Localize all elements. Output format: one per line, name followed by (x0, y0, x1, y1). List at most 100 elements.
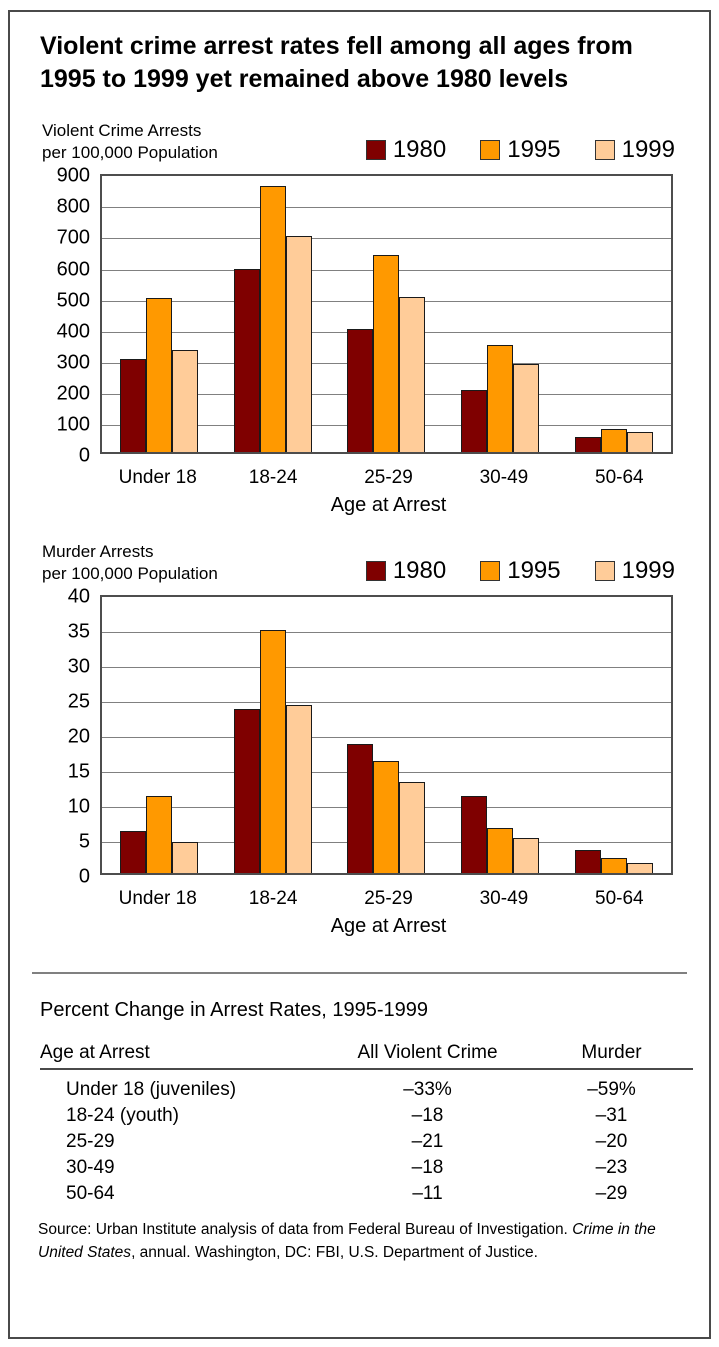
table-row: 50-64 –11 –29 (40, 1181, 679, 1207)
legend-label-1995: 1995 (507, 136, 561, 164)
bar-group-30-49 (443, 344, 557, 453)
bar-1980-under-18 (119, 831, 146, 874)
violent-crime-chart: Violent Crime Arrests per 100,000 Populat… (10, 120, 709, 517)
x-tick-50-64: 50-64 (595, 467, 644, 489)
bar-1999-under-18 (171, 841, 198, 874)
bar-group-50-64 (557, 850, 671, 874)
source-note: Source: Urban Institute analysis of data… (10, 1207, 709, 1264)
bar-1995-25-29 (373, 254, 400, 453)
bar-group-18-24 (216, 186, 330, 453)
table-cell-violent-0: –33% (403, 1079, 452, 1101)
y-axis-labels: 40 35 30 25 20 15 10 5 0 (42, 586, 100, 888)
x-axis-labels: Under 18 18-24 25-29 30-49 50-64 (100, 467, 677, 489)
table-cell-violent-3: –18 (411, 1157, 444, 1179)
y-tick-30: 30 (67, 655, 90, 678)
chart-subtitle-line-2: per 100,000 Population (42, 564, 218, 584)
table-cell-violent-1: –18 (411, 1105, 444, 1127)
y-tick-300: 300 (56, 351, 90, 374)
murder-chart: Murder Arrests per 100,000 Population 1980… (10, 541, 709, 938)
x-axis-title: Age at Arrest (330, 494, 447, 517)
bar-1995-30-49 (487, 344, 514, 453)
x-tick-25-29: 25-29 (364, 888, 413, 910)
legend-item-1995: 1995 (480, 136, 561, 164)
bar-group-25-29 (330, 743, 444, 874)
bar-1999-25-29 (399, 296, 426, 453)
y-tick-40: 40 (67, 585, 90, 608)
plot-row: 40 35 30 25 20 15 10 5 0 (42, 586, 709, 888)
table-cell-murder-1: –31 (595, 1105, 628, 1127)
bar-1980-30-49 (461, 796, 488, 874)
x-tick-under-18: Under 18 (118, 888, 197, 910)
legend-label-1980: 1980 (392, 557, 447, 585)
table-row: 30-49 –18 –23 (40, 1155, 679, 1181)
bar-1999-30-49 (513, 838, 540, 874)
bar-1995-under-18 (145, 796, 172, 874)
table-cell-age-4: 50-64 (66, 1183, 115, 1205)
table-cell-murder-0: –59% (587, 1079, 636, 1101)
table-body: Under 18 (juveniles) –33% –59% 18-24 (youth… (40, 1077, 679, 1207)
bar-1999-18-24 (285, 235, 312, 453)
y-tick-5: 5 (78, 830, 90, 853)
chart-subtitle-line-1: Murder Arrests (42, 542, 154, 562)
table-header: Age at Arrest All Violent Crime Murder (40, 1042, 693, 1071)
chart-subtitle-line-1: Violent Crime Arrests (42, 121, 202, 140)
x-tick-50-64: 50-64 (595, 888, 644, 910)
legend-label-1995: 1995 (507, 557, 561, 585)
bar-1999-30-49 (513, 363, 540, 453)
bar-1995-50-64 (601, 428, 628, 453)
chart-subtitle: Violent Crime Arrests per 100,000 Populat… (42, 120, 218, 164)
bar-group-30-49 (443, 796, 557, 874)
chart-header: Violent Crime Arrests per 100,000 Populat… (42, 120, 709, 164)
gridline-700 (102, 238, 671, 240)
y-tick-900: 900 (56, 164, 90, 187)
bar-1980-25-29 (347, 329, 374, 453)
y-tick-15: 15 (67, 760, 90, 783)
gridline-30 (102, 667, 671, 669)
percent-change-table-section: Percent Change in Arrest Rates, 1995-199… (10, 999, 709, 1207)
legend-swatch-1980 (365, 140, 386, 161)
plot-area (100, 174, 673, 455)
table-cell-violent-2: –21 (411, 1131, 444, 1153)
bar-group-under-18 (102, 298, 216, 453)
legend-item-1999: 1999 (594, 136, 675, 164)
legend-item-1999: 1999 (594, 557, 675, 585)
bars-layer (102, 176, 671, 453)
y-tick-600: 600 (56, 258, 90, 281)
bar-group-25-29 (330, 254, 444, 453)
bar-1995-50-64 (601, 857, 628, 874)
x-tick-18-24: 18-24 (248, 467, 298, 489)
table-title: Percent Change in Arrest Rates, 1995-199… (40, 999, 429, 1022)
bar-1999-50-64 (627, 431, 654, 453)
chart-header: Murder Arrests per 100,000 Population 1980… (42, 541, 709, 585)
x-tick-18-24: 18-24 (248, 888, 298, 910)
legend-swatch-1999 (594, 140, 615, 161)
table-cell-murder-4: –29 (595, 1183, 628, 1205)
gridline-800 (102, 207, 671, 209)
figure-title: Violent crime arrest rates fell among al… (10, 12, 709, 96)
table-row: 25-29 –21 –20 (40, 1129, 679, 1155)
y-tick-0: 0 (78, 444, 90, 467)
bars-layer (102, 597, 671, 874)
bar-1980-18-24 (233, 708, 260, 874)
x-axis-title: Age at Arrest (330, 915, 447, 938)
table-cell-violent-4: –11 (412, 1183, 443, 1205)
section-divider (32, 972, 687, 975)
legend-swatch-1995 (480, 140, 501, 161)
legend-item-1980: 1980 (365, 136, 446, 164)
bar-1980-18-24 (233, 268, 260, 453)
legend-swatch-1980 (365, 561, 386, 582)
bar-group-under-18 (102, 796, 216, 874)
y-tick-700: 700 (56, 226, 90, 249)
y-tick-400: 400 (56, 320, 90, 343)
y-axis-labels: 900 800 700 600 500 400 300 200 100 0 (42, 165, 100, 467)
figure-frame: Violent crime arrest rates fell among al… (8, 10, 711, 1339)
chart-subtitle: Murder Arrests per 100,000 Population (42, 541, 218, 585)
bar-1980-30-49 (461, 389, 488, 453)
legend-swatch-1995 (480, 561, 501, 582)
bar-1980-50-64 (575, 436, 602, 453)
legend-item-1995: 1995 (480, 557, 561, 585)
y-tick-25: 25 (67, 690, 90, 713)
source-segment-2: , annual. Washington, DC: FBI, U.S. Depa… (131, 1243, 538, 1261)
bar-group-50-64 (557, 428, 671, 453)
legend-item-1980: 1980 (365, 557, 447, 585)
